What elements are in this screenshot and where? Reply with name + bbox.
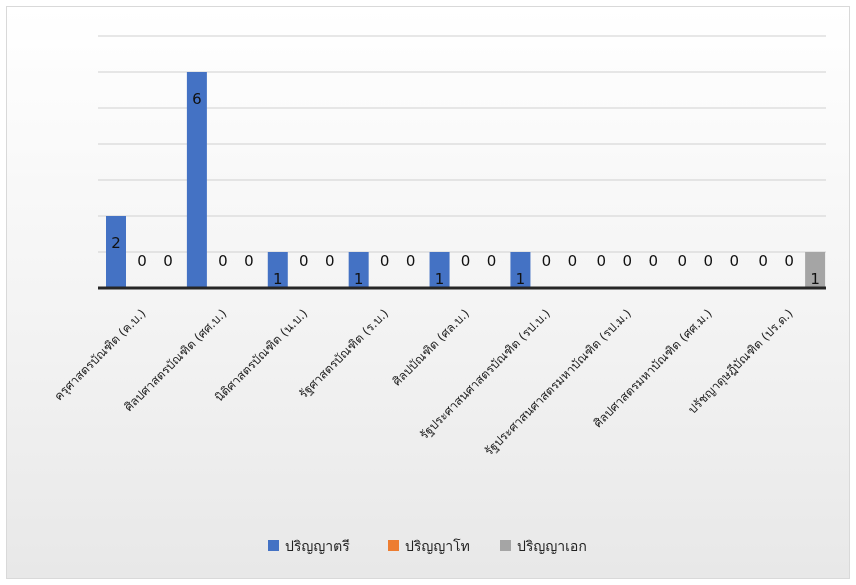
legend-label: ปริญญาโท xyxy=(405,538,470,555)
gridlines xyxy=(98,35,826,253)
bar xyxy=(267,252,288,288)
data-label: 0 xyxy=(406,252,416,270)
data-label: 6 xyxy=(192,90,202,108)
data-label: 0 xyxy=(137,252,147,270)
data-label: 0 xyxy=(244,252,254,270)
data-label: 0 xyxy=(677,252,687,270)
data-label: 0 xyxy=(729,252,739,270)
category-label: รัฐประศาสนศาสตรมหาบัณฑิต (รป.ม.) xyxy=(482,306,634,458)
data-label: 0 xyxy=(380,252,390,270)
category-label: ศิลปบัณฑิต (ศล.บ.) xyxy=(390,306,472,388)
legend: ปริญญาตรี ปริญญาโท ปริญญาเอก xyxy=(268,538,587,555)
data-label: 0 xyxy=(784,252,794,270)
data-label: 1 xyxy=(354,270,364,288)
category-label: รัฐประศาสนศาสตรบัณฑิต (รป.บ.) xyxy=(417,306,553,442)
legend-swatch xyxy=(388,540,399,551)
bars xyxy=(106,72,826,288)
data-label: 0 xyxy=(623,252,633,270)
category-labels: ครุศาสตรบัณฑิต (ค.บ.)ศิลปศาสตรบัณฑิต (ศศ… xyxy=(51,306,796,458)
data-label: 0 xyxy=(758,252,768,270)
bar xyxy=(106,216,126,288)
category-label: ครุศาสตรบัณฑิต (ค.บ.) xyxy=(51,306,149,404)
data-label: 0 xyxy=(325,252,335,270)
legend-swatch xyxy=(268,540,279,551)
data-label: 1 xyxy=(273,270,283,288)
data-label: 1 xyxy=(435,270,445,288)
data-label: 0 xyxy=(461,252,471,270)
bar xyxy=(429,252,450,288)
data-label: 0 xyxy=(597,252,607,270)
value-labels: 261 1 1 10 0 00 0 0 0 0 0 0 0 00 0 0 0 0 0 0 01 xyxy=(111,90,820,288)
category-label: รัฐศาสตรบัณฑิต (ร.บ.) xyxy=(296,306,391,401)
bar xyxy=(805,252,826,288)
data-label: 0 xyxy=(487,252,497,270)
legend-label: ปริญญาตรี xyxy=(285,539,350,555)
data-label: 0 xyxy=(218,252,228,270)
data-label: 0 xyxy=(703,252,713,270)
chart-frame xyxy=(6,6,850,579)
data-label: 0 xyxy=(542,252,552,270)
data-label: 0 xyxy=(649,252,659,270)
data-label: 1 xyxy=(810,270,820,288)
legend-swatch xyxy=(500,540,511,551)
bar xyxy=(510,252,531,288)
data-label: 0 xyxy=(568,252,578,270)
data-label: 0 xyxy=(299,252,309,270)
bar xyxy=(348,252,369,288)
data-label: 2 xyxy=(111,234,121,252)
legend-label: ปริญญาเอก xyxy=(517,539,587,555)
category-label: นิติศาสตรบัณฑิต (น.บ.) xyxy=(212,306,310,404)
data-label: 1 xyxy=(516,270,526,288)
data-label: 0 xyxy=(163,252,173,270)
bar xyxy=(186,72,207,288)
